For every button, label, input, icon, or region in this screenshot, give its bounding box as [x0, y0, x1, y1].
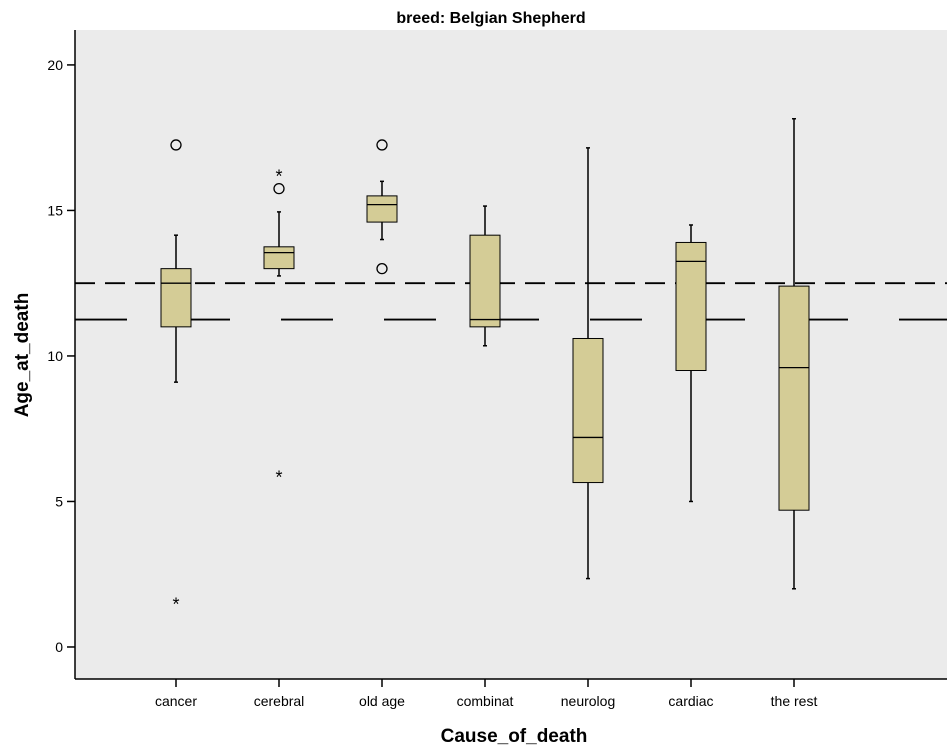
x-tick-label: cardiac [668, 693, 713, 709]
box-iqr [263, 246, 295, 270]
y-axis-title: Age_at_death [12, 293, 33, 418]
box-combinat [469, 205, 501, 347]
box-cardiac [675, 224, 707, 503]
x-tick-label: cerebral [254, 693, 305, 709]
outlier-star: * [172, 594, 179, 614]
y-tick-label: 20 [47, 57, 63, 73]
box-iqr [469, 234, 501, 328]
box-old-age [366, 139, 398, 275]
x-tick-label: cancer [155, 693, 197, 709]
box-cancer: * [160, 139, 192, 614]
outlier-star: * [275, 468, 282, 488]
y-tick-label: 5 [55, 493, 63, 509]
x-axis: cancer cerebral old age combinat neurolog car… [75, 678, 947, 709]
x-tick-label: old age [359, 693, 405, 709]
boxes-group: *** [160, 118, 810, 614]
y-tick-label: 15 [47, 202, 63, 218]
box-iqr [778, 285, 810, 511]
box-neurolog [572, 147, 604, 580]
box-the-rest [778, 118, 810, 590]
box-iqr [675, 241, 707, 372]
outlier-circle [376, 262, 388, 275]
x-axis-title: Cause_of_death [441, 726, 588, 747]
box-iqr [572, 337, 604, 484]
x-tick-label: the rest [771, 693, 818, 709]
y-tick-label: 10 [47, 348, 63, 364]
y-axis: 0 5 10 15 20 [47, 30, 76, 679]
x-tick-label: combinat [457, 693, 514, 709]
plot-area [75, 30, 947, 679]
y-tick-label: 0 [55, 639, 63, 655]
outlier-circle [376, 139, 388, 151]
chart-title: breed: Belgian Shepherd [396, 10, 585, 27]
outlier-star: * [275, 167, 282, 187]
outlier-circle [170, 139, 182, 151]
box-cerebral: ** [263, 167, 295, 488]
box-iqr [366, 195, 398, 223]
outlier-circle [273, 182, 285, 195]
box-iqr [160, 268, 192, 328]
x-tick-label: neurolog [561, 693, 616, 709]
